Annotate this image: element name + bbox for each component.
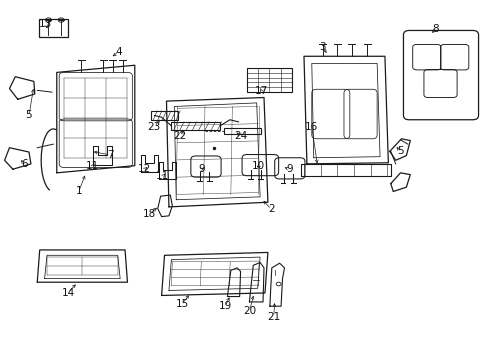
Text: 7: 7 (107, 150, 114, 160)
Text: 1: 1 (75, 186, 82, 197)
Bar (224, 129, 260, 134)
Text: 11: 11 (85, 161, 99, 171)
Bar (246, 68, 291, 92)
Text: 14: 14 (61, 288, 75, 298)
Text: 19: 19 (218, 301, 231, 311)
Text: 6: 6 (21, 159, 27, 169)
Text: 16: 16 (305, 122, 318, 132)
Text: 20: 20 (243, 306, 255, 316)
Text: 21: 21 (266, 312, 280, 322)
Text: 13: 13 (39, 19, 52, 29)
Text: 8: 8 (431, 24, 438, 35)
Text: 5: 5 (396, 146, 403, 156)
Text: 10: 10 (251, 161, 264, 171)
Bar (39, 19, 68, 37)
Bar (151, 111, 177, 120)
Text: 15: 15 (175, 299, 188, 309)
Text: 5: 5 (25, 111, 32, 121)
Text: 9: 9 (285, 164, 292, 174)
Text: 3: 3 (319, 42, 325, 52)
Text: 17: 17 (254, 86, 267, 96)
Text: 9: 9 (198, 164, 204, 174)
Text: 18: 18 (142, 209, 156, 219)
Text: 4: 4 (115, 46, 122, 57)
Text: 24: 24 (233, 131, 247, 141)
Text: 11: 11 (156, 171, 169, 181)
Text: 2: 2 (267, 204, 274, 215)
Text: 23: 23 (147, 122, 161, 132)
Text: 22: 22 (173, 131, 186, 141)
Bar (171, 122, 220, 130)
Text: 12: 12 (138, 164, 151, 174)
